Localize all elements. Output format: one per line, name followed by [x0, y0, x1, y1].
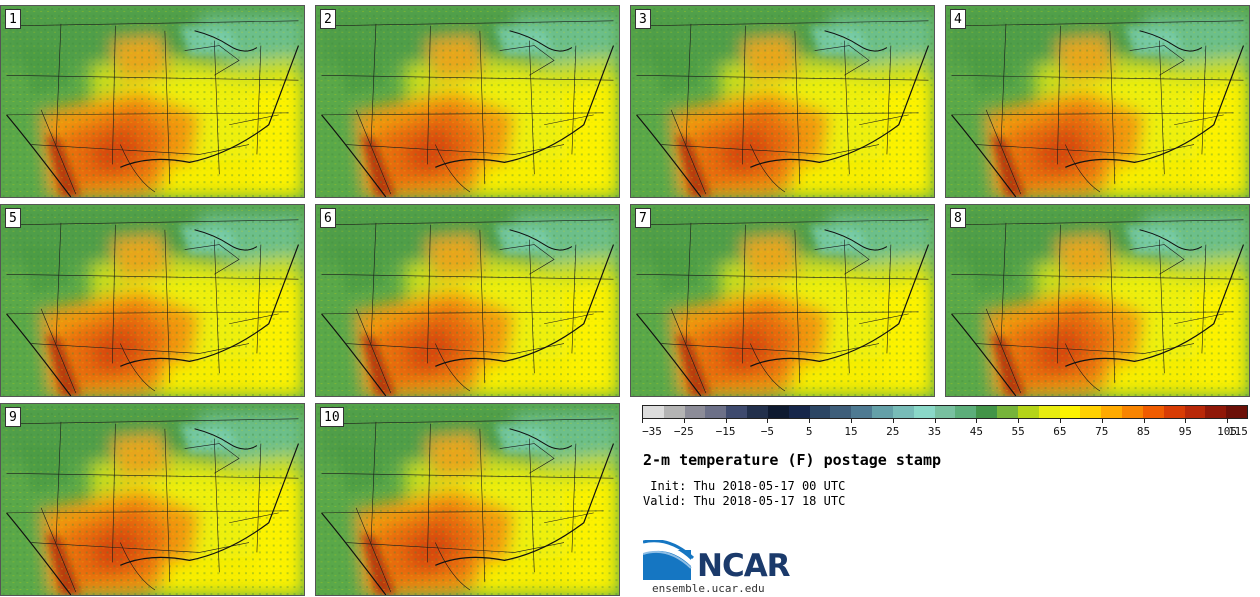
member-label: 8: [950, 208, 966, 228]
member-map-5[interactable]: 5: [0, 204, 305, 397]
colorbar-swatch: [705, 406, 727, 418]
colorbar-tick-label: 115: [1228, 425, 1248, 438]
colorbar-tick-label: 95: [1178, 425, 1192, 438]
member-label: 4: [950, 9, 966, 29]
temperature-map: [631, 205, 934, 396]
colorbar-tick: [642, 419, 643, 423]
colorbar-ticks: −35 −25 −15 −5 5 15 25 35 45 55 65 75 85 95 105 115: [642, 419, 1248, 439]
valid-time: Valid: Thu 2018-05-17 18 UTC: [643, 494, 846, 508]
member-map-8[interactable]: 8: [945, 204, 1250, 397]
member-map-4[interactable]: 4: [945, 5, 1250, 198]
ncar-logo-icon: [643, 540, 695, 580]
member-label: 9: [5, 407, 21, 427]
temperature-map: [1, 6, 304, 197]
colorbar-swatch: [1122, 406, 1143, 418]
colorbar-tick-label: 5: [805, 425, 813, 438]
colorbar-tick-label: 55: [1011, 425, 1025, 438]
member-map-3[interactable]: 3: [630, 5, 935, 198]
logo-wordmark: NCAR: [697, 548, 791, 584]
site-url[interactable]: ensemble.ucar.edu: [652, 582, 765, 595]
colorbar-swatch: [767, 406, 789, 418]
colorbar-swatch: [747, 406, 768, 418]
colorbar-tick-label: 75: [1095, 425, 1109, 438]
colorbar-swatch: [1226, 406, 1248, 418]
temperature-map: [1, 404, 304, 595]
colorbar-tick: [683, 419, 685, 423]
colorbar-tick: [809, 419, 811, 423]
member-label: 7: [635, 208, 651, 228]
colorbar-swatch: [997, 406, 1018, 418]
colorbar-swatch: [1038, 406, 1060, 418]
colorbar-swatch: [788, 406, 810, 418]
colorbar-swatch: [1142, 406, 1164, 418]
colorbar-tick-label: −5: [760, 425, 774, 438]
colorbar-swatch: [1184, 406, 1206, 418]
member-map-7[interactable]: 7: [630, 204, 935, 397]
colorbar-swatch: [892, 406, 914, 418]
temperature-map: [1, 205, 304, 396]
colorbar-swatch: [976, 406, 998, 418]
temperature-map: [631, 6, 934, 197]
colorbar-tick-label: −25: [673, 425, 694, 438]
member-label: 10: [320, 407, 344, 427]
colorbar-swatch: [684, 406, 706, 418]
colorbar-tick-label: −15: [715, 425, 736, 438]
colorbar-tick-label: 85: [1136, 425, 1151, 438]
colorbar-tick: [976, 419, 978, 423]
colorbar-swatch: [1080, 406, 1102, 418]
colorbar-swatch: [643, 406, 664, 418]
member-label: 6: [320, 208, 336, 228]
colorbar-tick-label: 25: [886, 425, 900, 438]
colorbar-swatch: [1059, 406, 1081, 418]
colorbar-swatch: [830, 406, 852, 418]
member-map-10[interactable]: 10: [315, 403, 620, 596]
colorbar-tick-label: 35: [927, 425, 942, 438]
member-label: 2: [320, 9, 336, 29]
colorbar-tick-label: 15: [844, 425, 858, 438]
colorbar-swatch: [1017, 406, 1039, 418]
temperature-map: [946, 205, 1249, 396]
member-map-1[interactable]: 1: [0, 5, 305, 198]
colorbar-tick: [1059, 419, 1061, 423]
temperature-colorbar: [642, 405, 1248, 419]
plot-title: 2-m temperature (F) postage stamp: [643, 451, 942, 469]
colorbar-swatch: [726, 406, 748, 418]
temperature-map: [946, 6, 1249, 197]
colorbar-tick: [1018, 419, 1020, 423]
colorbar-swatch: [1101, 406, 1123, 418]
colorbar-tick: [1185, 419, 1187, 423]
temperature-map: [316, 404, 619, 595]
colorbar-swatch: [1163, 406, 1185, 418]
colorbar-swatch: [913, 406, 935, 418]
colorbar-tick-label: 65: [1053, 425, 1067, 438]
colorbar-swatch: [809, 406, 831, 418]
colorbar-tick: [892, 419, 894, 423]
init-time: Init: Thu 2018-05-17 00 UTC: [643, 479, 846, 493]
colorbar-tick: [1101, 419, 1103, 423]
colorbar-swatch: [872, 406, 893, 418]
member-map-9[interactable]: 9: [0, 403, 305, 596]
colorbar-swatch: [663, 406, 685, 418]
member-label: 5: [5, 208, 21, 228]
colorbar-tick-label: 45: [969, 425, 983, 438]
temperature-map: [316, 205, 619, 396]
colorbar-swatch: [1205, 406, 1227, 418]
colorbar-tick: [1227, 419, 1229, 423]
member-map-6[interactable]: 6: [315, 204, 620, 397]
colorbar-swatch: [955, 406, 977, 418]
colorbar-swatch: [851, 406, 873, 418]
colorbar-tick: [1143, 419, 1145, 423]
colorbar-tick: [725, 419, 727, 423]
colorbar-tick: [850, 419, 852, 423]
colorbar-tick: [767, 419, 769, 423]
colorbar-tick-label: 105: [1217, 425, 1238, 438]
colorbar-tick-label: −35: [642, 425, 662, 438]
member-label: 1: [5, 9, 21, 29]
member-label: 3: [635, 9, 651, 29]
temperature-map: [316, 6, 619, 197]
member-map-2[interactable]: 2: [315, 5, 620, 198]
colorbar-tick: [934, 419, 936, 423]
colorbar-swatch: [934, 406, 956, 418]
